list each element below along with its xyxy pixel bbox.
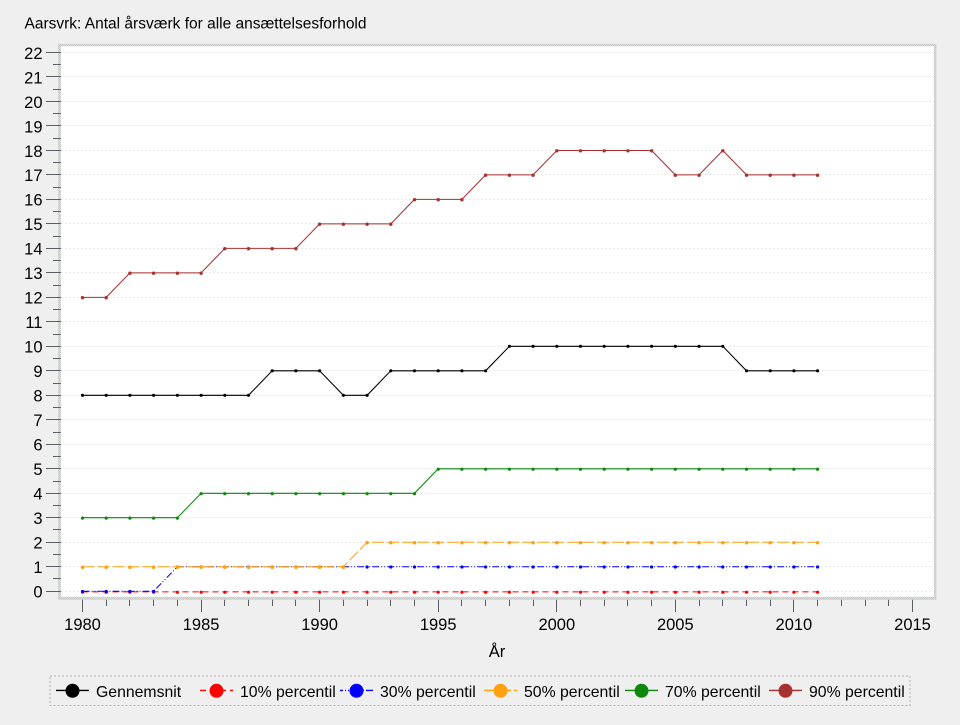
svg-text:17: 17 [24,167,42,185]
svg-text:4: 4 [33,486,42,504]
svg-text:12: 12 [24,290,42,308]
svg-text:13: 13 [24,265,42,283]
svg-text:90% percentil: 90% percentil [809,684,905,701]
svg-text:15: 15 [24,216,42,234]
svg-text:14: 14 [24,241,42,259]
svg-text:5: 5 [33,461,42,479]
svg-text:2015: 2015 [894,616,931,634]
svg-text:1995: 1995 [420,616,457,634]
svg-text:2000: 2000 [538,616,575,634]
svg-text:0: 0 [33,584,42,602]
svg-text:2005: 2005 [657,616,694,634]
svg-text:18: 18 [24,143,42,161]
svg-text:7: 7 [33,412,42,430]
svg-text:2010: 2010 [776,616,813,634]
svg-text:3: 3 [33,510,42,528]
svg-text:1990: 1990 [301,616,338,634]
svg-text:9: 9 [33,363,42,381]
svg-text:Aarsvrk: Antal årsværk for all: Aarsvrk: Antal årsværk for alle ansættel… [25,16,367,33]
svg-text:30% percentil: 30% percentil [380,684,476,701]
svg-text:20: 20 [24,94,42,112]
svg-text:10: 10 [24,339,42,357]
svg-text:1: 1 [33,559,42,577]
svg-text:16: 16 [24,192,42,210]
svg-text:19: 19 [24,118,42,136]
svg-text:50% percentil: 50% percentil [524,684,620,701]
svg-text:1980: 1980 [64,616,101,634]
svg-text:70% percentil: 70% percentil [665,684,761,701]
svg-text:10% percentil: 10% percentil [240,684,336,701]
svg-text:22: 22 [24,45,42,63]
svg-text:Gennemsnit: Gennemsnit [96,684,182,701]
svg-text:8: 8 [33,388,42,406]
svg-text:2: 2 [33,535,42,553]
svg-text:1985: 1985 [183,616,220,634]
svg-text:6: 6 [33,437,42,455]
svg-text:År: År [489,642,506,661]
svg-text:11: 11 [25,314,42,332]
svg-text:21: 21 [24,69,42,87]
